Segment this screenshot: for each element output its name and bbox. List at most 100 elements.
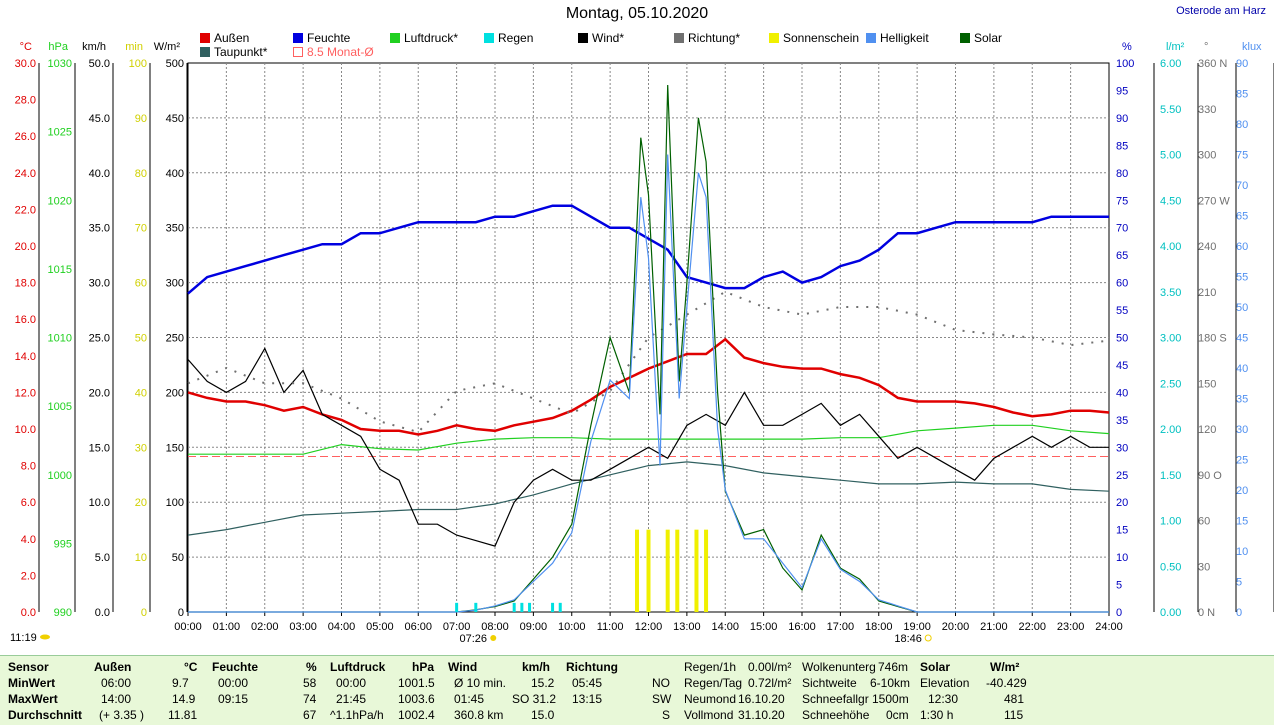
sonnenschein-bar [665,529,670,612]
humidity-unit-label: % [1122,41,1132,53]
stats-wind-avg10-val: 15.2 [531,676,555,690]
lux-tick-label: 50 [1236,302,1248,314]
lux-tick-label: 75 [1236,150,1248,162]
lux-tick-label: 45 [1236,333,1248,345]
humidity-tick-label: 75 [1116,195,1128,207]
stats-luftdruck-avg-val: 1002.4 [398,708,435,722]
lux-tick-label: 15 [1236,516,1248,528]
stats-row-max: MaxWert [8,692,58,706]
direction-tick-label: 120 [1198,424,1216,436]
sun-tick-label: 80 [135,168,147,180]
stats-wind-avg-val: 15.0 [531,708,555,722]
stats-solar-head: Solar [920,660,951,674]
legend-item: Luftdruck* [390,31,458,45]
stats-wind-head: Wind [448,660,478,674]
direction-tick-label: 180 S [1198,333,1227,345]
stats-feuchte-min-val: 58 [303,676,317,690]
rain-tick-label: 2.00 [1160,424,1181,436]
temp-tick-label: 14.0 [15,351,36,363]
stats-luftdruck-head: Luftdruck [330,660,386,674]
stats-wolken-label: Wolkenunterg [802,660,876,674]
solar-tick-label: 400 [166,168,184,180]
humidity-tick-label: 65 [1116,250,1128,262]
humidity-tick-label: 0 [1116,607,1122,619]
humidity-tick-label: 40 [1116,387,1128,399]
humidity-tick-label: 10 [1116,552,1128,564]
wind-tick-label: 50.0 [89,58,110,70]
rain-tick-label: 3.50 [1160,287,1181,299]
pressure-tick-label: 1030 [48,58,72,70]
stats-regen1h-val: 0.00l/m² [748,660,792,674]
temp-tick-label: 20.0 [15,241,36,253]
lux-tick-label: 25 [1236,455,1248,467]
solar-tick-label: 350 [166,223,184,235]
rain-tick-label: 2.50 [1160,378,1181,390]
temp-tick-label: 6.0 [21,497,36,509]
sunset-icon [924,634,932,642]
regen-bar [520,602,524,612]
stats-luftdruck-min-val: 1001.5 [398,676,435,690]
humidity-tick-label: 20 [1116,497,1128,509]
humidity-tick-label: 5 [1116,580,1122,592]
stats-wind-max-val: SO 31.2 [512,692,557,706]
rain-tick-label: 4.00 [1160,241,1181,253]
x-tick-label: 12:00 [635,621,663,633]
x-tick-label: 13:00 [673,621,701,633]
regen-bar [558,602,562,612]
stats-aussen-min-val: 9.7 [172,676,189,690]
stats-solar-avg-val: 115 [1004,708,1024,722]
sun-tick-label: 50 [135,333,147,345]
wind-tick-label: 10.0 [89,497,110,509]
regen-bar [528,602,532,612]
wind-tick-label: 15.0 [89,442,110,454]
legend-label: Regen [498,31,534,45]
regen-bar [551,602,555,612]
x-tick-label: 18:00 [865,621,893,633]
stats-vollmond-label: Vollmond [684,708,734,722]
temp-unit-label: °C [20,41,32,53]
pressure-tick-label: 995 [54,538,72,550]
rain-tick-label: 0.00 [1160,607,1181,619]
pressure-tick-label: 1005 [48,401,72,413]
x-tick-label: 22:00 [1018,621,1046,633]
stats-neumond-label: Neumond [684,692,737,706]
au-en-line [187,337,1110,436]
temp-tick-label: 4.0 [21,534,36,546]
temp-tick-label: 0.0 [21,607,36,619]
legend-label: Wind* [592,31,625,45]
sun-tick-label: 100 [129,58,147,70]
direction-tick-label: 210 [1198,287,1216,299]
wind-tick-label: 5.0 [95,552,110,564]
wind-tick-label: 40.0 [89,168,110,180]
legend-label: Taupunkt* [214,45,268,59]
lux-tick-label: 30 [1236,424,1248,436]
regen-bar [455,602,459,612]
x-tick-label: 11:00 [597,621,624,633]
stats-luftdruck-unit: hPa [412,660,435,674]
sonnenschein-bar [634,529,639,612]
stats-solar-max-val: 481 [1004,692,1025,706]
lux-tick-label: 5 [1236,577,1242,589]
x-tick-label: 00:00 [174,621,202,633]
humidity-tick-label: 30 [1116,442,1128,454]
humidity-tick-label: 100 [1116,58,1134,70]
solar-tick-label: 150 [166,442,184,454]
stats-luftdruck-max-time: 21:45 [336,692,367,706]
sun-tick-label: 0 [141,607,147,619]
stats-richtung-max-val: SW [652,692,672,706]
legend-label: Sonnenschein [783,31,860,45]
wind-tick-label: 25.0 [89,333,110,345]
x-tick-label: 09:00 [520,621,548,633]
temp-tick-label: 26.0 [15,131,36,143]
stats-neumond-val: 16.10.20 [738,692,785,706]
humidity-tick-label: 25 [1116,470,1128,482]
sun-tick-label: 60 [135,278,147,290]
lux-tick-label: 10 [1236,546,1248,558]
regen-bar [474,602,478,612]
solar-tick-label: 200 [166,387,184,399]
legend-label: Richtung* [688,31,741,45]
legend-label: Luftdruck* [404,31,459,45]
solar-tick-label: 0 [178,607,184,619]
stats-elevation-val: -40.429 [986,676,1027,690]
sun-tick-label: 30 [135,442,147,454]
